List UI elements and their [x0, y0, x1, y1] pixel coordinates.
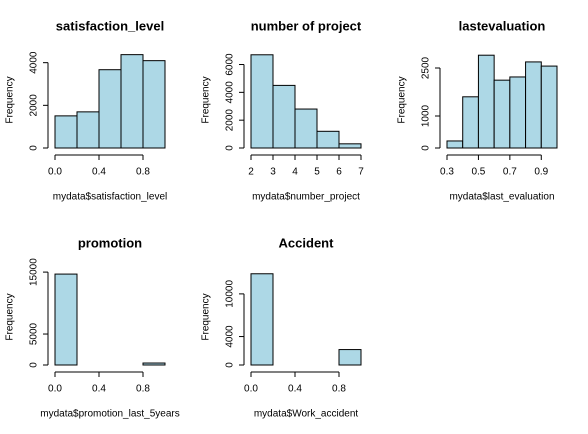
y-axis-label: Frequency	[5, 293, 16, 340]
y-axis-label: Frequency	[397, 76, 408, 123]
y-axis-label: Frequency	[201, 76, 212, 123]
x-axis-label: mydata$satisfaction_level	[53, 192, 168, 203]
x-tick-label: 0.4	[92, 384, 106, 395]
x-tick-label: 0.4	[92, 167, 106, 178]
x-tick-label: 4	[292, 167, 298, 178]
y-axis-label: Frequency	[5, 76, 16, 123]
x-tick-label: 0.7	[503, 167, 517, 178]
y-tick-label: 0	[29, 362, 40, 368]
bar	[54, 115, 78, 149]
bar	[338, 143, 362, 149]
y-tick-label: 6000	[225, 53, 236, 76]
y-tick-label: 4000	[225, 325, 236, 348]
y-tick-label: 0	[29, 145, 40, 151]
x-tick-label: 6	[336, 167, 342, 178]
bar	[477, 54, 495, 149]
bar	[294, 108, 318, 149]
y-tick-label: 15000	[29, 258, 40, 286]
bar	[338, 349, 362, 366]
y-tick-label: 4000	[29, 51, 40, 74]
x-axis-label: mydata$promotion_last_5years	[40, 409, 180, 420]
x-tick-label: 0.8	[136, 384, 150, 395]
x-axis-label: mydata$Work_accident	[254, 409, 359, 420]
x-axis-label: mydata$last_evaluation	[449, 192, 554, 203]
x-tick-label: 0.3	[440, 167, 454, 178]
y-tick-label: 0	[225, 145, 236, 151]
y-tick-label: 10000	[225, 280, 236, 308]
y-tick-label: 2500	[421, 56, 432, 79]
x-tick-label: 0.5	[471, 167, 485, 178]
bar	[98, 69, 122, 149]
bar	[142, 362, 166, 366]
chart-title: number of project	[251, 18, 362, 33]
bar	[509, 76, 527, 149]
y-tick-label: 0	[421, 145, 432, 151]
x-tick-label: 0.9	[534, 167, 548, 178]
x-tick-label: 2	[248, 167, 254, 178]
x-tick-label: 0.8	[136, 167, 150, 178]
bar	[462, 96, 479, 149]
bar	[525, 61, 542, 149]
chart-title: Accident	[279, 235, 335, 250]
bar	[54, 273, 78, 366]
x-tick-label: 0.4	[288, 384, 302, 395]
y-tick-label: 4000	[225, 81, 236, 104]
bar	[540, 65, 558, 149]
bar	[250, 54, 274, 149]
y-axis-label: Frequency	[201, 293, 212, 340]
x-tick-label: 3	[270, 167, 276, 178]
x-tick-label: 0.0	[244, 384, 258, 395]
bar	[316, 130, 340, 149]
bar	[76, 111, 100, 149]
chart-title: promotion	[78, 235, 142, 250]
bar	[250, 273, 274, 366]
bar	[272, 84, 296, 149]
x-tick-label: 0.8	[332, 384, 346, 395]
bar	[142, 60, 166, 149]
y-tick-label: 2000	[225, 109, 236, 132]
x-axis-label: mydata$number_project	[252, 192, 360, 203]
x-tick-label: 7	[358, 167, 364, 178]
bar	[120, 54, 144, 149]
y-tick-label: 1000	[421, 104, 432, 127]
chart-title: lastevaluation	[459, 18, 546, 33]
bar	[493, 79, 511, 149]
y-tick-label: 2000	[29, 94, 40, 117]
x-tick-label: 5	[314, 167, 320, 178]
x-tick-label: 0.0	[48, 384, 62, 395]
bar	[446, 140, 464, 149]
y-tick-label: 0	[225, 362, 236, 368]
x-tick-label: 0.0	[48, 167, 62, 178]
chart-title: satisfaction_level	[56, 18, 164, 33]
y-tick-label: 5000	[29, 322, 40, 345]
